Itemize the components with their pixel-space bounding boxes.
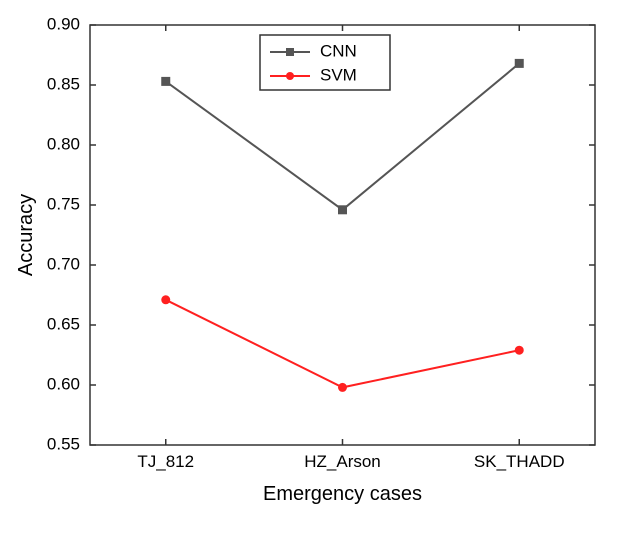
y-tick-label: 0.70: [47, 254, 80, 273]
legend-label: SVM: [320, 65, 357, 84]
y-tick-label: 0.90: [47, 14, 80, 33]
y-tick-label: 0.80: [47, 134, 80, 153]
line-chart: 0.55 0.60 0.65 0.70 0.75 0.80 0.85 0.90 TJ_812 HZ…: [0, 0, 632, 533]
marker-circle: [339, 383, 347, 391]
marker-square: [339, 206, 347, 214]
y-axis-label: Accuracy: [15, 194, 37, 276]
x-tick-label: HZ_Arson: [304, 452, 381, 471]
marker-circle: [162, 296, 170, 304]
chart-container: 0.55 0.60 0.65 0.70 0.75 0.80 0.85 0.90 TJ_812 HZ…: [0, 0, 632, 533]
y-tick-label: 0.75: [47, 194, 80, 213]
marker-circle: [515, 346, 523, 354]
marker-square: [515, 59, 523, 67]
y-tick-label: 0.65: [47, 314, 80, 333]
y-tick-label: 0.85: [47, 74, 80, 93]
x-tick-label: TJ_812: [137, 452, 194, 471]
y-tick-label: 0.60: [47, 374, 80, 393]
legend-label: CNN: [320, 41, 357, 60]
y-tick-label: 0.55: [47, 434, 80, 453]
x-axis-label: Emergency cases: [263, 483, 422, 505]
x-tick-label: SK_THADD: [474, 452, 565, 471]
marker-square: [162, 77, 170, 85]
